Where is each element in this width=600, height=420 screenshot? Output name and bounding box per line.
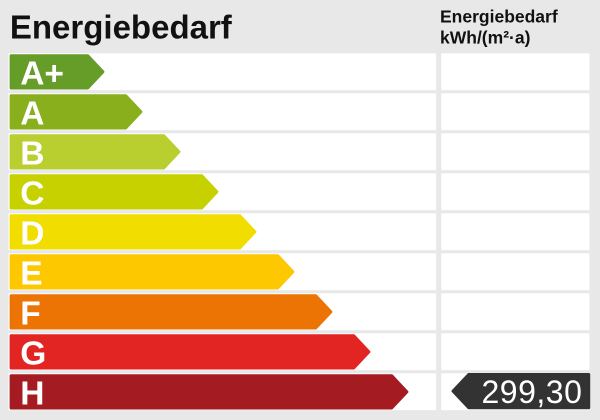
svg-text:A: A (20, 95, 44, 132)
svg-text:B: B (20, 135, 44, 172)
svg-text:Energiebedarf: Energiebedarf (440, 7, 558, 27)
svg-text:A+: A+ (20, 55, 64, 92)
svg-text:E: E (20, 255, 42, 292)
svg-text:kWh/(m²·a): kWh/(m²·a) (440, 28, 530, 48)
svg-text:C: C (20, 175, 44, 212)
svg-text:D: D (20, 215, 44, 252)
svg-text:H: H (20, 375, 44, 412)
svg-text:Energiebedarf: Energiebedarf (10, 9, 233, 46)
svg-text:299,30: 299,30 (482, 374, 583, 410)
svg-text:F: F (20, 295, 40, 332)
svg-text:G: G (20, 335, 46, 372)
